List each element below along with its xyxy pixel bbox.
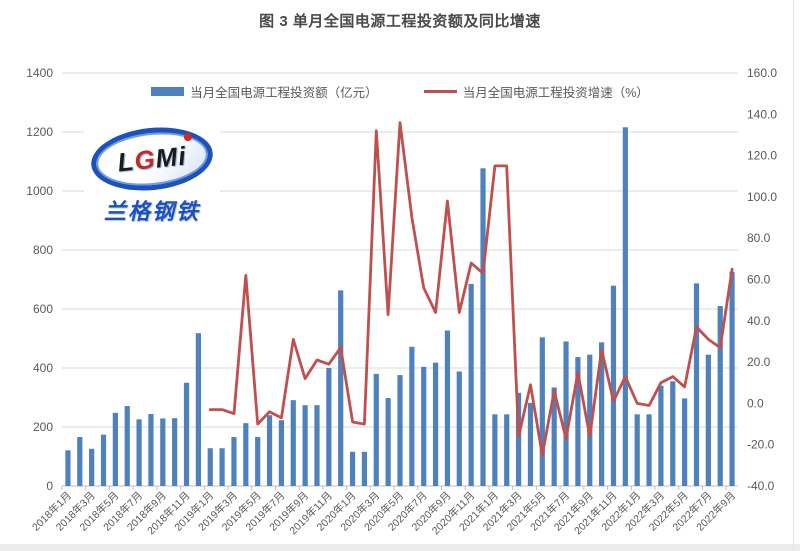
bar	[563, 341, 569, 486]
bar	[243, 423, 249, 486]
bar	[219, 448, 225, 486]
bar	[172, 418, 178, 486]
svg-text:200: 200	[33, 420, 53, 434]
bar	[658, 385, 664, 486]
bar	[77, 437, 83, 486]
bar	[65, 450, 71, 486]
svg-text:1400: 1400	[26, 66, 53, 80]
bar	[183, 382, 190, 486]
svg-text:40.0: 40.0	[747, 314, 771, 328]
bar	[539, 337, 545, 486]
lgmi-logo-text: LGMi	[116, 139, 188, 178]
bar	[492, 414, 498, 486]
right-axis-labels: -40.0 -20.0 0.0 20.0 40.0 60.0 80.0 100.0 120.0 1…	[747, 66, 777, 493]
bar	[266, 415, 273, 486]
legend: 当月全国电源工程投资额（亿元） 当月全国电源工程投资增速（%）	[0, 82, 800, 101]
svg-text:80.0: 80.0	[747, 231, 771, 245]
bar	[480, 168, 486, 486]
svg-text:20.0: 20.0	[747, 355, 771, 369]
svg-text:400: 400	[33, 361, 53, 375]
svg-text:120.0: 120.0	[747, 149, 777, 163]
bar	[136, 419, 142, 486]
svg-text:1200: 1200	[26, 125, 53, 139]
bars-series	[65, 127, 735, 486]
svg-text:0: 0	[46, 479, 53, 493]
bar	[338, 290, 344, 486]
growth-line	[208, 121, 734, 457]
bar	[326, 368, 332, 486]
svg-text:100.0: 100.0	[747, 190, 777, 204]
bar	[124, 406, 130, 486]
chart-title: 图 3 单月全国电源工程投资额及同比增速	[259, 13, 541, 30]
bar	[255, 437, 261, 486]
x-axis-labels: 2018年1月2018年3月2018年5月2018年7月2018年9月2018年…	[29, 489, 738, 537]
bar	[148, 414, 154, 486]
bar	[682, 398, 688, 486]
svg-text:140.0: 140.0	[747, 107, 777, 121]
x-axis	[61, 485, 738, 490]
bar	[693, 283, 700, 486]
bar	[373, 373, 379, 486]
svg-text:800: 800	[33, 243, 53, 257]
bar	[646, 414, 652, 486]
bar	[468, 283, 474, 486]
bar	[421, 366, 427, 486]
bar	[610, 285, 617, 486]
bar	[195, 333, 201, 486]
watermark-brand-text: 兰格钢铁	[103, 199, 200, 224]
bar	[599, 342, 605, 486]
bar	[729, 271, 735, 486]
left-axis-labels: 0 200 400 600 800 1000 1200 1400	[26, 66, 53, 493]
right-edge-line	[793, 0, 794, 551]
bar	[575, 357, 581, 486]
bar	[397, 375, 403, 486]
bar	[231, 437, 237, 486]
lgmi-red-dot-icon	[183, 132, 193, 142]
bar	[278, 420, 285, 486]
bar	[587, 354, 593, 486]
legend-item-growth: 当月全国电源工程投资增速（%）	[423, 82, 649, 101]
legend-line-swatch-icon	[423, 90, 457, 93]
bar	[89, 448, 95, 486]
legend-line-label: 当月全国电源工程投资增速（%）	[462, 86, 649, 100]
lgmi-logo-icon: LGMi	[88, 121, 216, 197]
svg-text:160.0: 160.0	[747, 66, 777, 80]
bar	[527, 402, 534, 486]
bottom-strip	[0, 544, 800, 551]
bar	[670, 381, 676, 486]
svg-text:600: 600	[33, 302, 53, 316]
bar	[349, 451, 356, 486]
bar	[385, 398, 391, 486]
bar	[551, 387, 557, 486]
svg-text:-40.0: -40.0	[747, 479, 775, 493]
bar	[456, 371, 462, 486]
bar	[361, 451, 368, 486]
legend-bar-label: 当月全国电源工程投资额（亿元）	[190, 86, 378, 100]
svg-text:60.0: 60.0	[747, 273, 771, 287]
bar	[634, 414, 640, 486]
bar	[622, 127, 628, 486]
bar	[100, 434, 107, 486]
watermark-logo: LGMi 兰格钢铁	[84, 121, 220, 230]
legend-bar-swatch-icon	[151, 87, 185, 96]
bar	[705, 354, 711, 486]
bar	[504, 414, 510, 486]
bar	[160, 418, 166, 486]
bar	[314, 405, 320, 486]
bar	[515, 392, 522, 486]
bar	[290, 400, 296, 486]
bar	[432, 362, 439, 486]
bar	[207, 448, 213, 486]
svg-text:0.0: 0.0	[747, 396, 764, 410]
bar	[717, 306, 723, 486]
svg-text:1000: 1000	[26, 184, 53, 198]
bar	[409, 346, 415, 486]
legend-item-investment: 当月全国电源工程投资额（亿元）	[151, 82, 378, 101]
bar	[444, 330, 451, 486]
bar	[112, 412, 118, 486]
svg-text:-20.0: -20.0	[747, 438, 775, 452]
bar	[302, 405, 308, 486]
